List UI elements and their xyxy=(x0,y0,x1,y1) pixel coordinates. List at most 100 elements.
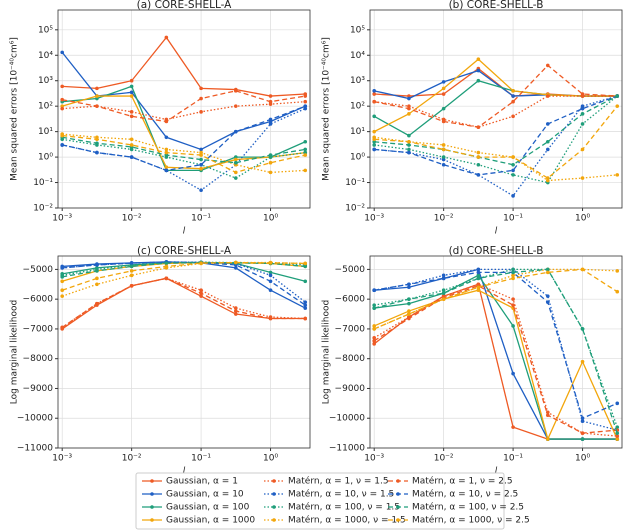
point xyxy=(511,371,515,376)
y-tick-label: 10⁻¹ xyxy=(33,178,53,188)
point xyxy=(545,410,550,415)
y-tick-label: 10⁻¹ xyxy=(345,178,365,188)
point xyxy=(129,114,134,119)
series-line xyxy=(374,271,618,420)
point xyxy=(199,188,203,193)
point xyxy=(511,267,515,272)
point xyxy=(303,153,308,157)
subplot: 10⁻³ 10⁻² 10⁻¹ 10⁰10⁻²10⁻¹10⁰10¹10²10³10⁴10… xyxy=(10,0,311,237)
point xyxy=(511,425,515,429)
y-axis-label: Mean squared errors [10⁻⁴⁰cm⁶] xyxy=(322,37,332,181)
series-line xyxy=(62,108,306,191)
y-axis-label: Log marginal likelihood xyxy=(322,300,332,404)
point xyxy=(476,267,481,272)
point xyxy=(545,94,550,98)
point xyxy=(164,119,169,124)
point xyxy=(580,327,585,331)
point xyxy=(233,155,238,159)
series-line xyxy=(62,36,306,97)
point xyxy=(580,437,585,441)
point xyxy=(511,89,515,93)
point xyxy=(615,431,620,435)
point xyxy=(372,327,377,331)
series-line xyxy=(374,274,618,440)
point xyxy=(545,139,550,144)
plot-frame xyxy=(57,9,311,209)
point xyxy=(233,160,238,165)
subplot-title: (d) CORE-SHELL-B xyxy=(449,245,544,257)
point xyxy=(372,288,377,293)
point xyxy=(303,150,308,155)
y-tick-label: 10¹ xyxy=(350,127,365,137)
point xyxy=(199,162,203,167)
point xyxy=(199,261,203,265)
point xyxy=(233,129,238,134)
point xyxy=(199,153,203,157)
point xyxy=(545,176,550,180)
point xyxy=(580,104,585,108)
point xyxy=(268,99,273,104)
point xyxy=(476,288,481,293)
point xyxy=(268,170,273,175)
legend-marker xyxy=(150,492,154,496)
y-tick-label: 10⁴ xyxy=(38,51,53,61)
x-tick-label: 10⁻² xyxy=(122,214,142,224)
point xyxy=(95,150,99,155)
series-line xyxy=(62,134,306,174)
point xyxy=(476,68,481,73)
point xyxy=(60,143,65,147)
point xyxy=(511,297,515,301)
point xyxy=(372,114,377,119)
point xyxy=(129,90,134,95)
legend-label: Matérn, α = 1000, ν = 2.5 xyxy=(412,515,530,526)
point xyxy=(199,96,203,101)
x-tick-label: 10⁰ xyxy=(575,454,590,464)
point xyxy=(268,279,273,284)
point xyxy=(129,137,134,142)
point xyxy=(615,104,620,108)
point xyxy=(268,270,273,275)
point xyxy=(129,273,134,278)
point xyxy=(441,288,446,293)
legend-marker xyxy=(396,505,400,509)
y-axis-label: Mean squared errors [10⁻⁴⁰cm⁶] xyxy=(10,37,20,181)
point xyxy=(95,137,99,142)
y-tick-label: 10⁻² xyxy=(33,204,53,214)
point xyxy=(129,147,134,152)
x-tick-label: 10⁻³ xyxy=(52,454,72,464)
legend-marker xyxy=(272,518,276,522)
y-tick-label: 10⁴ xyxy=(350,51,365,61)
point xyxy=(199,110,203,114)
y-tick-label: 10⁻² xyxy=(345,204,365,214)
point xyxy=(580,112,585,116)
point xyxy=(580,122,585,126)
point xyxy=(268,273,273,278)
point xyxy=(545,300,550,304)
subplot-title: (b) CORE-SHELL-B xyxy=(449,0,544,11)
x-tick-label: 10⁻² xyxy=(122,454,142,464)
point xyxy=(580,92,585,96)
legend-label: Matérn, α = 10, ν = 1.5 xyxy=(288,489,394,500)
point xyxy=(407,112,411,116)
y-tick-label: 10⁰ xyxy=(38,153,53,163)
point xyxy=(407,133,411,138)
point xyxy=(615,425,620,429)
point xyxy=(615,269,620,273)
point xyxy=(511,270,515,275)
point xyxy=(545,147,550,152)
point xyxy=(164,276,169,281)
point xyxy=(441,276,446,281)
point xyxy=(60,84,65,89)
series-line xyxy=(373,268,618,330)
point xyxy=(441,273,446,278)
point xyxy=(303,104,308,108)
point xyxy=(476,276,481,281)
x-tick-label: 10⁰ xyxy=(575,214,590,224)
series-line xyxy=(62,90,306,123)
point xyxy=(199,147,203,152)
point xyxy=(545,178,550,183)
point xyxy=(129,110,134,114)
point xyxy=(199,288,203,293)
point xyxy=(441,143,446,147)
legend-marker xyxy=(150,479,154,483)
